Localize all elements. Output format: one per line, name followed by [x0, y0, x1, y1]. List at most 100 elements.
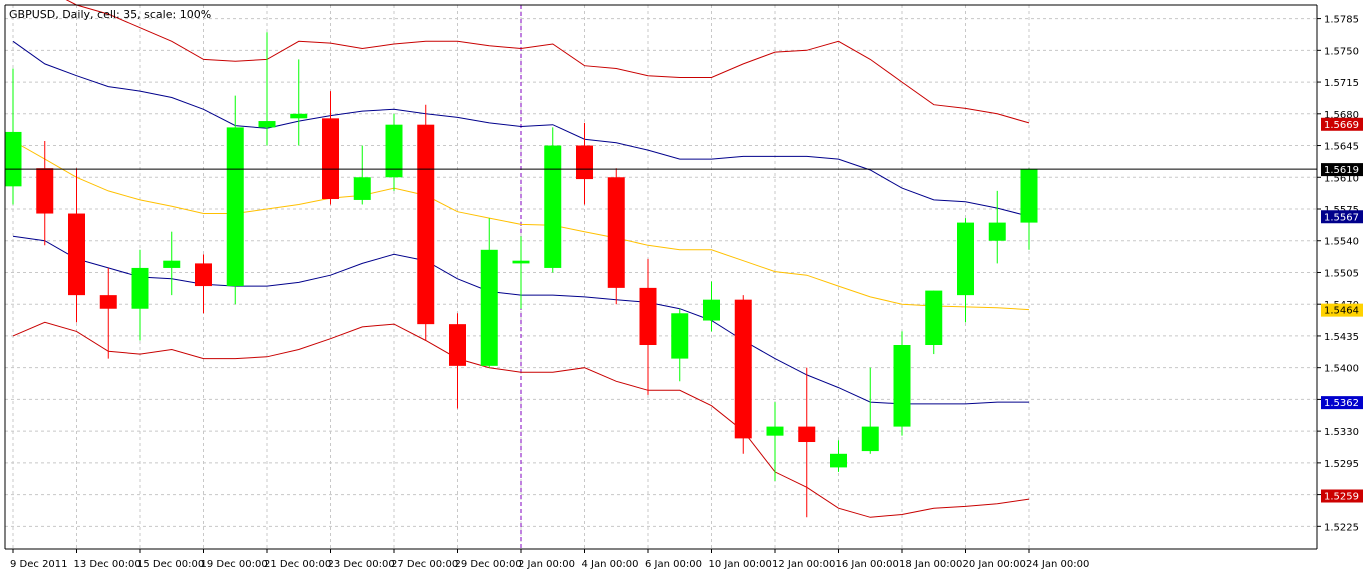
x-tick-label: 15 Dec 00:00: [137, 559, 204, 570]
x-tick-label: 20 Jan 00:00: [963, 559, 1026, 570]
x-tick-label: 2 Jan 00:00: [518, 559, 575, 570]
price-label-text: 1.5619: [1324, 165, 1359, 176]
price-labels: 1.5669 1.5619 1.5567 1.5464 1.5362 1.5259: [1321, 117, 1363, 503]
bear-candle: [322, 91, 339, 205]
y-tick-label: 1.5715: [1324, 78, 1359, 89]
candle-body: [1020, 169, 1038, 223]
candle-body: [671, 313, 689, 359]
y-tick-label: 1.5645: [1324, 142, 1359, 153]
candle-body: [36, 168, 54, 214]
y-tick-label: 1.5540: [1324, 237, 1359, 248]
bear-candle: [68, 168, 85, 323]
candle-body: [4, 131, 22, 187]
bull-candle: [290, 59, 308, 146]
bear-candle: [417, 104, 435, 341]
price-label: 1.5567: [1321, 210, 1363, 224]
y-tick-label: 1.5435: [1324, 332, 1359, 343]
y-tick-label: 1.5610: [1324, 173, 1359, 184]
candle-body: [417, 124, 435, 325]
x-tick-label: 6 Jan 00:00: [645, 559, 702, 570]
bear-candle: [99, 267, 117, 359]
bull-candle: [4, 68, 22, 205]
y-tick-label: 1.5680: [1324, 110, 1359, 121]
price-label-box: [1321, 163, 1363, 177]
outer-upper-band-line: [65, 0, 1030, 124]
price-label-box: [1321, 117, 1363, 131]
x-tick-label: 18 Jan 00:00: [899, 559, 962, 570]
bull-candle: [703, 281, 720, 332]
bull-candle: [480, 218, 498, 368]
price-label: 1.5669: [1321, 117, 1363, 131]
bear-candle: [36, 141, 54, 246]
bear-candle: [607, 168, 625, 305]
x-tick-label: 29 Dec 00:00: [455, 559, 522, 570]
x-tick-label: 21 Dec 00:00: [264, 559, 331, 570]
candle-body: [226, 127, 244, 287]
bull-candle: [957, 218, 974, 323]
price-label-box: [1321, 489, 1363, 503]
bull-candle: [226, 95, 244, 305]
bear-candle: [576, 122, 593, 205]
candle-body: [734, 299, 752, 439]
y-axis-ticks: 1.5785 1.5750 1.5715 1.5680 1.5645 1.5610 1.55…: [1317, 15, 1359, 533]
price-label: 1.5464: [1321, 303, 1363, 317]
bull-candle: [163, 231, 181, 296]
bear-candle: [195, 254, 212, 314]
candles: [4, 32, 1038, 518]
candle-body: [99, 295, 117, 309]
price-label-text: 1.5362: [1324, 398, 1359, 409]
bear-candle: [734, 295, 752, 454]
candle-body: [766, 426, 784, 436]
candle-body: [258, 121, 276, 128]
price-label: 1.5362: [1321, 396, 1363, 410]
bull-candle: [353, 145, 371, 205]
bull-candle: [544, 127, 562, 273]
candle-body: [639, 287, 657, 345]
bull-candle: [671, 308, 689, 382]
bull-candle: [1020, 168, 1038, 250]
candle-body: [322, 118, 339, 200]
candle-body: [703, 299, 720, 321]
x-tick-label: 13 Dec 00:00: [74, 559, 141, 570]
y-tick-label: 1.5400: [1324, 364, 1359, 375]
x-tick-label: 9 Dec 2011: [10, 559, 68, 570]
price-label-box: [1321, 303, 1363, 317]
outer-lower-band-line: [12, 321, 1030, 518]
x-tick-label: 27 Dec 00:00: [391, 559, 458, 570]
candle-body: [830, 453, 847, 468]
candle-body: [163, 260, 181, 268]
x-tick-label: 10 Jan 00:00: [709, 559, 772, 570]
bear-candle: [449, 313, 466, 409]
candle-body: [353, 177, 371, 200]
bull-candle: [925, 290, 943, 355]
y-tick-label: 1.5225: [1324, 522, 1359, 533]
candle-body: [68, 213, 85, 296]
bull-candle: [861, 367, 879, 454]
x-tick-label: 12 Jan 00:00: [772, 559, 835, 570]
candle-body: [861, 426, 879, 452]
bull-candle: [131, 249, 149, 341]
bull-candle: [766, 402, 784, 481]
bull-candle: [988, 190, 1006, 264]
middle-band-line: [12, 140, 1030, 311]
candle-body: [607, 177, 625, 288]
bands: [12, 0, 1030, 518]
candle-body: [925, 290, 943, 345]
bull-candle: [893, 331, 911, 436]
candle-body: [798, 426, 816, 443]
candle-body: [512, 260, 530, 264]
bear-candle: [639, 258, 657, 395]
price-label-box: [1321, 210, 1363, 224]
price-label-text: 1.5464: [1324, 306, 1359, 317]
bear-candle: [798, 367, 816, 518]
inner-upper-band-line: [12, 40, 1030, 217]
bull-candle: [512, 236, 530, 309]
x-tick-label: 24 Jan 00:00: [1026, 559, 1089, 570]
x-tick-label: 19 Dec 00:00: [201, 559, 268, 570]
candle-body: [290, 113, 308, 119]
candle-body: [449, 324, 466, 366]
price-label: 1.5259: [1321, 489, 1363, 503]
y-tick-label: 1.5505: [1324, 268, 1359, 279]
